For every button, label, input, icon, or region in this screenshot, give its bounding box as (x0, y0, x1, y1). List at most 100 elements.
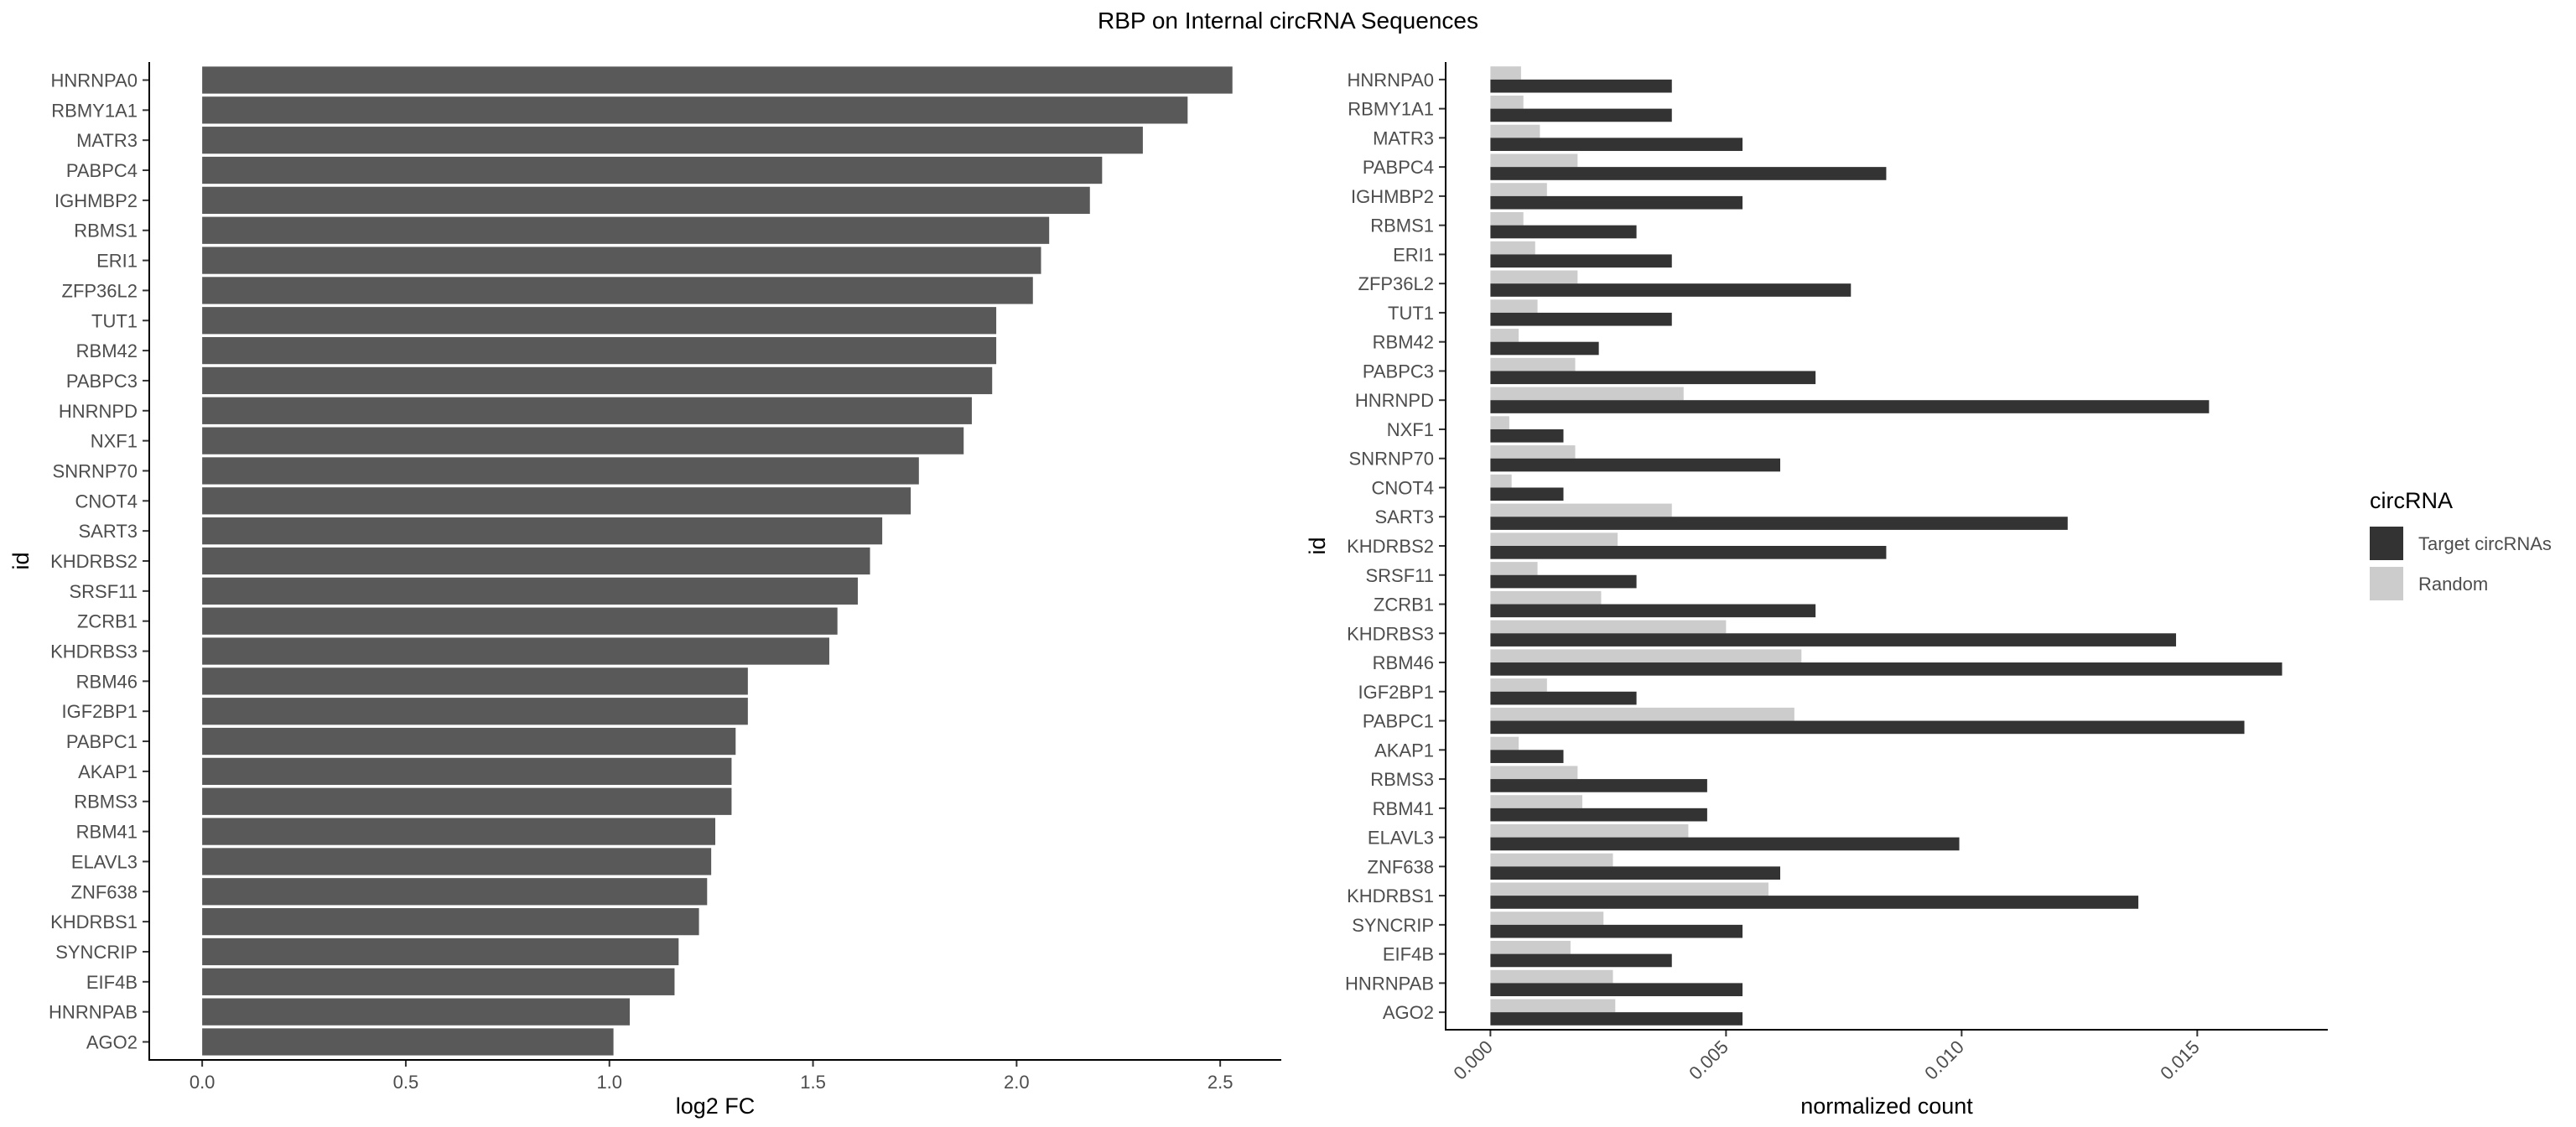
bar-target-akap1 (1490, 750, 1564, 763)
bar-rbm42 (202, 336, 997, 365)
bar-random-pabpc3 (1490, 357, 1576, 371)
y-tick-label: EIF4B (1383, 944, 1434, 965)
bar-random-akap1 (1490, 736, 1519, 750)
bar-elavl3 (202, 848, 712, 875)
legend-key-target (2370, 527, 2403, 560)
bar-random-khdrbs3 (1490, 620, 1727, 634)
bar-random-elavl3 (1490, 823, 1689, 838)
y-tick-label: SYNCRIP (55, 942, 138, 963)
y-tick-label: ZCRB1 (77, 611, 138, 632)
y-tick-label: SRSF11 (1365, 565, 1434, 586)
bar-cnot4 (202, 487, 911, 515)
bar-target-zfp36l2 (1490, 283, 1852, 297)
bar-target-rbm41 (1490, 808, 1707, 822)
bar-akap1 (202, 757, 732, 786)
bar-rbms3 (202, 787, 732, 815)
bar-target-igf2bp1 (1490, 691, 1637, 705)
log2fc-panel: HNRNPA0 RBMY1A1 MATR3 PABPC4 IGHMBP2 RBMS1 ERI… (8, 62, 1281, 1119)
y-tick-label: KHDRBS2 (1347, 536, 1434, 557)
y-tick-label: KHDRBS2 (50, 551, 138, 572)
bar-target-cnot4 (1490, 487, 1564, 501)
x-tick-label: 0.015 (2156, 1036, 2204, 1084)
y-tick-label: RBMY1A1 (51, 100, 138, 121)
bar-khdrbs3 (202, 637, 829, 665)
bar-random-rbm46 (1490, 649, 1802, 663)
bar-khdrbs1 (202, 907, 699, 936)
y-tick-label: PABPC4 (66, 160, 138, 181)
bar-target-pabpc3 (1490, 371, 1816, 385)
bar-random-rbm42 (1490, 329, 1519, 342)
bar-srsf11 (202, 577, 858, 605)
bar-target-hnrnpab (1490, 983, 1743, 997)
y-tick-label: ZNF638 (1368, 856, 1434, 877)
bar-zfp36l2 (202, 277, 1033, 304)
bar-target-elavl3 (1490, 837, 1960, 851)
bar-target-eif4b (1490, 953, 1672, 968)
bar-znf638 (202, 878, 708, 906)
y-tick-label: SRSF11 (69, 581, 138, 602)
bar-target-pabpc1 (1490, 720, 2245, 735)
y-tick-label: PABPC4 (1363, 157, 1434, 178)
y-tick-label: AKAP1 (78, 761, 138, 782)
y-tick-label: ELAVL3 (1368, 828, 1434, 849)
x-tick-label: 2.5 (1208, 1072, 1233, 1093)
bar-random-pabpc1 (1490, 707, 1794, 721)
y-tick-label: RBM41 (76, 822, 138, 843)
bar-rbm46 (202, 667, 748, 695)
bar-target-ighmbp2 (1490, 195, 1743, 210)
bar-hnrnpab (202, 998, 631, 1026)
bar-hnrnpa0 (202, 66, 1233, 94)
bar-target-tut1 (1490, 312, 1672, 326)
log2fc-bars (202, 66, 1233, 1056)
bar-target-syncrip (1490, 924, 1743, 938)
bar-random-khdrbs1 (1490, 882, 1768, 896)
bar-pabpc1 (202, 727, 736, 756)
bar-rbmy1a1 (202, 96, 1188, 124)
bar-random-matr3 (1490, 124, 1540, 138)
y-tick-label: NXF1 (91, 431, 138, 452)
bar-pabpc3 (202, 366, 993, 395)
bar-random-khdrbs2 (1490, 532, 1618, 546)
y-tick-label: EIF4B (86, 972, 138, 993)
bar-target-hnrnpa0 (1490, 79, 1672, 93)
bar-target-rbms1 (1490, 225, 1637, 239)
bar-target-eri1 (1490, 254, 1672, 268)
y-tick-label: AKAP1 (1374, 740, 1434, 761)
log2fc-y-axis-title: id (8, 552, 34, 569)
y-tick-label: PABPC1 (1363, 711, 1434, 732)
bar-random-nxf1 (1490, 416, 1509, 429)
bar-random-znf638 (1490, 853, 1613, 867)
bar-target-znf638 (1490, 866, 1780, 880)
x-tick-label: 1.0 (596, 1072, 622, 1093)
legend-label-random: Random (2418, 574, 2488, 595)
normalized-count-bars (1490, 66, 2283, 1026)
bar-target-khdrbs1 (1490, 896, 2139, 909)
y-tick-label: IGHMBP2 (55, 190, 138, 211)
legend-title: circRNA (2370, 488, 2453, 513)
bar-random-zfp36l2 (1490, 270, 1578, 284)
x-tick-label: 0.005 (1685, 1036, 1732, 1084)
x-tick-label: 0.5 (393, 1072, 419, 1093)
y-tick-label: ZNF638 (71, 881, 138, 902)
normalized-count-x-axis-title: normalized count (1800, 1093, 1973, 1119)
bar-random-sart3 (1490, 503, 1672, 517)
bar-random-ago2 (1490, 999, 1616, 1013)
y-tick-label: KHDRBS3 (50, 641, 138, 662)
y-tick-label: ZCRB1 (1374, 595, 1434, 615)
bar-random-syncrip (1490, 911, 1604, 925)
bar-target-snrnp70 (1490, 458, 1780, 472)
bar-random-ighmbp2 (1490, 183, 1547, 196)
bar-khdrbs2 (202, 547, 870, 575)
y-tick-label: ZFP36L2 (1358, 273, 1435, 294)
y-tick-label: IGF2BP1 (62, 701, 138, 722)
y-tick-label: MATR3 (1373, 127, 1434, 148)
y-tick-label: ELAVL3 (71, 851, 138, 872)
y-tick-label: RBMS3 (74, 792, 138, 813)
y-tick-label: ERI1 (1393, 244, 1434, 265)
y-tick-label: IGHMBP2 (1351, 186, 1434, 207)
y-tick-label: KHDRBS3 (1347, 623, 1434, 644)
y-tick-label: SART3 (1374, 506, 1434, 527)
bar-random-pabpc4 (1490, 153, 1578, 168)
y-tick-label: ERI1 (96, 251, 138, 272)
